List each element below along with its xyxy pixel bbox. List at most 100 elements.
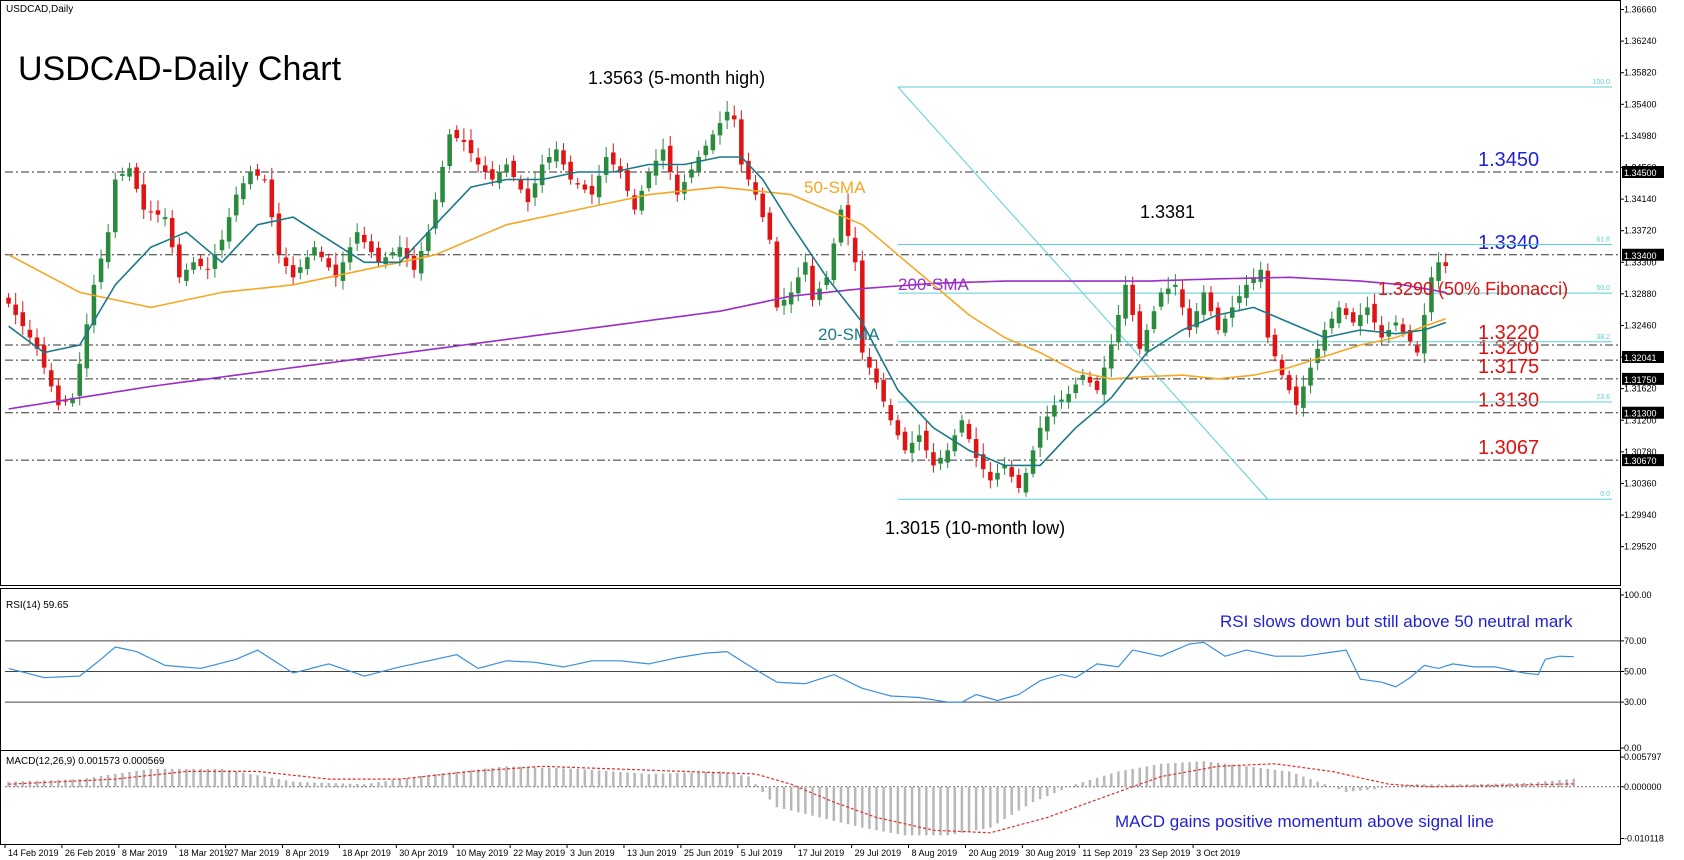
price-level-badge — [1622, 406, 1664, 419]
date-axis-label: 29 Jul 2019 — [855, 848, 902, 858]
candle-body — [70, 397, 75, 404]
candle-body — [148, 211, 154, 213]
candle-body — [739, 119, 744, 165]
candle-body — [504, 164, 509, 173]
candle-body — [1073, 384, 1079, 394]
candle-body — [611, 152, 616, 165]
candle-body — [1343, 308, 1349, 315]
price-axis-label: 1.32460 — [1624, 320, 1657, 330]
candle-body — [568, 161, 573, 180]
date-axis-label: 30 Apr 2019 — [399, 848, 448, 858]
candle-body — [1208, 292, 1214, 312]
candle-body — [1379, 325, 1384, 338]
candle-body — [689, 169, 694, 178]
candle-body — [248, 172, 253, 185]
candle-body — [1322, 329, 1328, 351]
macd-axis-label: -0.010118 — [1624, 834, 1664, 844]
date-axis-label: 8 Aug 2019 — [912, 848, 958, 858]
candle-body — [667, 145, 673, 173]
candle-body — [440, 166, 445, 203]
candle-body — [347, 247, 353, 263]
candle-body — [795, 277, 801, 294]
candle-body — [141, 184, 147, 210]
candle-body — [219, 239, 225, 251]
macd-axis-label: 0.005797 — [1624, 752, 1662, 762]
candle-body — [1329, 318, 1335, 329]
price-pane-frame — [0, 0, 1621, 586]
candle-body — [120, 173, 125, 176]
candle-body — [48, 370, 54, 387]
candle-body — [162, 217, 168, 220]
price-level-badge — [1622, 454, 1664, 467]
sma200-label: 200-SMA — [898, 275, 970, 294]
candle-body — [1358, 314, 1363, 327]
candle-body — [241, 183, 246, 200]
candle-body — [1258, 269, 1263, 282]
price-axis-label: 1.33300 — [1624, 257, 1657, 267]
candle-body — [1265, 270, 1271, 338]
candle-body — [1130, 284, 1135, 315]
candle-body — [731, 115, 737, 120]
candle-body — [1436, 262, 1441, 281]
candle-body — [1294, 386, 1299, 406]
candle-body — [340, 262, 346, 281]
price-axis-label: 1.34980 — [1624, 131, 1657, 141]
candle-body — [1372, 303, 1377, 323]
candle-body — [653, 160, 659, 176]
candle-body — [169, 218, 175, 248]
price-level-badge — [1622, 350, 1664, 363]
candle-body — [682, 182, 687, 194]
sma50-label: 50-SMA — [804, 178, 866, 197]
price-axis-label: 1.34140 — [1624, 194, 1657, 204]
candle-body — [1030, 450, 1036, 474]
candle-body — [333, 264, 339, 278]
candle-body — [426, 232, 431, 251]
candle-body — [105, 232, 111, 263]
candle-body — [1066, 393, 1071, 403]
fibonacci-ratio-label: 0.0 — [1600, 491, 1610, 498]
candle-body — [817, 288, 822, 300]
candle-body — [959, 420, 965, 433]
candle-body — [675, 174, 680, 195]
candle-body — [354, 232, 360, 244]
candle-body — [803, 262, 808, 275]
candle-body — [1407, 330, 1413, 342]
rsi-axis-label: 70.00 — [1624, 636, 1647, 646]
candle-body — [1251, 277, 1256, 284]
candle-body — [326, 258, 331, 268]
candle-body — [532, 183, 538, 198]
candle-body — [788, 292, 794, 305]
candle-body — [155, 210, 161, 215]
candle-body — [924, 430, 929, 451]
candle-body — [1158, 292, 1164, 307]
date-axis-label: 26 Feb 2019 — [65, 848, 116, 858]
macd-signal-line — [8, 763, 1574, 834]
candle-body — [127, 168, 132, 177]
candle-body — [1052, 405, 1057, 417]
date-axis-label: 30 Aug 2019 — [1025, 848, 1076, 858]
candle-body — [1279, 359, 1285, 376]
rsi-header: RSI(14) 59.65 — [6, 600, 69, 611]
candle-body — [980, 454, 986, 470]
candle-body — [134, 167, 139, 189]
candle-body — [362, 234, 367, 243]
candle-body — [966, 423, 972, 440]
price-axis-label: 1.31620 — [1624, 384, 1657, 394]
candle-body — [824, 277, 830, 285]
candle-body — [1123, 284, 1128, 319]
candle-body — [625, 170, 630, 191]
candle-body — [603, 156, 609, 175]
peak-annotation: 1.3381 — [1140, 202, 1195, 222]
candle-body — [724, 111, 730, 121]
candle-body — [938, 457, 943, 464]
candle-body — [490, 169, 495, 180]
candle-body — [269, 179, 275, 218]
price-axis-label: 1.36240 — [1624, 36, 1657, 46]
date-axis-label: 8 Apr 2019 — [285, 848, 329, 858]
date-axis-label: 23 Sep 2019 — [1139, 848, 1190, 858]
price-level-badge-label: 1.31300 — [1624, 409, 1657, 419]
candle-body — [1094, 380, 1100, 391]
macd-note: MACD gains positive momentum above signa… — [1115, 812, 1494, 831]
candle-body — [13, 304, 18, 315]
date-axis-label: 27 Mar 2019 — [229, 848, 280, 858]
